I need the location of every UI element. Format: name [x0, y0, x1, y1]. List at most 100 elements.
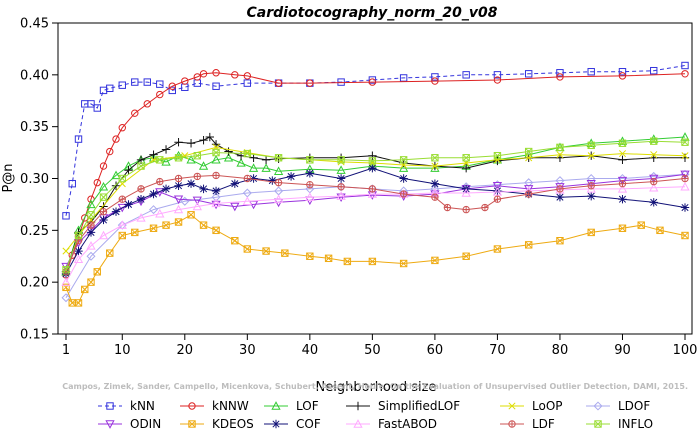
legend-label: SimplifiedLOF	[378, 399, 460, 413]
data-point	[399, 259, 408, 268]
data-point	[199, 221, 208, 229]
data-point	[161, 145, 171, 154]
data-point	[431, 77, 439, 85]
x-tick-label: 10	[114, 343, 131, 358]
data-point	[149, 150, 158, 159]
x-axis-label: Neighborhood size	[316, 380, 437, 395]
data-point	[493, 245, 502, 253]
legend-label: ODIN	[130, 417, 161, 431]
legend-label: LDOF	[618, 399, 650, 413]
data-point	[87, 221, 95, 229]
y-tick-label: 0.25	[20, 224, 49, 239]
data-point	[618, 179, 627, 188]
data-point	[273, 194, 284, 203]
data-point	[462, 71, 470, 79]
data-point	[398, 163, 409, 172]
data-point	[230, 202, 240, 212]
data-point	[211, 198, 221, 208]
data-point	[493, 151, 502, 160]
data-point	[492, 187, 503, 196]
data-point	[524, 70, 533, 78]
data-point	[199, 70, 208, 78]
data-point	[124, 200, 133, 209]
data-point	[131, 109, 139, 117]
data-point	[193, 73, 202, 81]
data-point	[111, 207, 121, 216]
data-point	[650, 137, 658, 145]
data-point	[587, 152, 595, 160]
data-point	[156, 90, 164, 99]
data-point	[99, 162, 108, 170]
data-point	[524, 147, 533, 156]
data-point	[650, 66, 658, 75]
data-point	[556, 73, 564, 81]
data-point	[106, 147, 114, 156]
data-point	[99, 207, 108, 216]
data-point	[431, 193, 439, 201]
data-point	[650, 177, 658, 186]
data-point	[681, 61, 689, 70]
data-point	[274, 154, 283, 162]
series-inflo	[62, 137, 689, 274]
data-point	[462, 154, 470, 162]
series-ldf	[62, 171, 689, 276]
data-point	[199, 135, 208, 145]
data-point	[273, 166, 284, 175]
legend-label: kNN	[130, 399, 155, 413]
data-point	[618, 224, 627, 232]
data-point	[86, 228, 96, 237]
data-point	[174, 174, 183, 183]
data-point	[443, 203, 452, 212]
data-point	[149, 224, 158, 232]
data-point	[118, 174, 126, 183]
data-point	[199, 184, 208, 194]
data-point	[106, 249, 114, 257]
data-point	[556, 69, 564, 77]
data-point	[493, 186, 502, 196]
legend-item-knnw: kNNW	[180, 399, 249, 413]
data-point	[430, 179, 440, 188]
data-point	[230, 179, 240, 188]
legend-marker	[353, 419, 363, 428]
data-point	[198, 161, 209, 170]
data-point	[368, 257, 377, 266]
data-point	[192, 196, 202, 206]
data-point	[587, 191, 596, 201]
series-kdeos	[62, 211, 689, 307]
data-point	[173, 195, 184, 205]
data-point	[481, 203, 489, 212]
data-point	[149, 189, 158, 199]
axes: 1 10 20 30 40 50 60 70 80 90 100 0.15 0.20 0.25 0.30 0.…	[20, 17, 697, 359]
series-cof	[61, 163, 690, 279]
x-tick-label: 100	[673, 343, 698, 358]
legend-marker	[105, 420, 115, 429]
plot-area	[61, 61, 690, 307]
data-point	[62, 212, 70, 220]
data-point	[118, 81, 126, 89]
x-tick-label: 40	[302, 343, 319, 358]
data-point	[525, 154, 533, 162]
data-point	[524, 185, 534, 194]
legend-marker	[593, 401, 603, 411]
data-point	[306, 156, 314, 164]
legend-marker	[106, 402, 114, 410]
data-point	[368, 157, 377, 165]
data-point	[368, 78, 377, 86]
data-point	[74, 231, 83, 240]
data-point	[192, 201, 202, 211]
series-line	[65, 72, 686, 276]
legend-marker	[271, 401, 281, 410]
legend-label: INFLO	[618, 417, 653, 431]
data-point	[617, 184, 628, 193]
legend-marker	[594, 420, 602, 428]
data-point	[368, 76, 377, 84]
data-point	[106, 84, 114, 93]
data-point	[86, 199, 96, 209]
data-point	[131, 228, 139, 237]
legend-marker	[508, 420, 516, 428]
data-point	[555, 176, 565, 186]
data-point	[305, 169, 315, 178]
legend: kNN kNNW LOF SimplifiedLOF LoOP LDOF ODIN KDEOS…	[98, 399, 653, 431]
legend-item-fastabod: FastABOD	[346, 417, 437, 431]
